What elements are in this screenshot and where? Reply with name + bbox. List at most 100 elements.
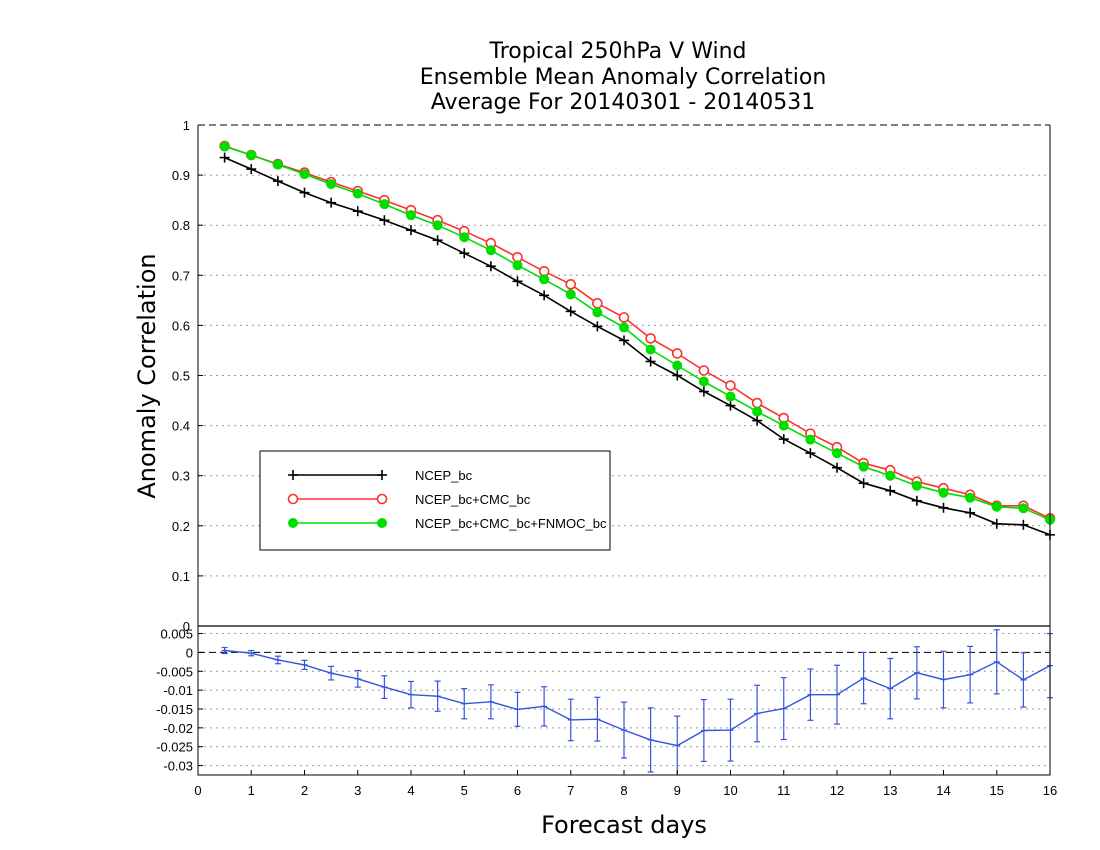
marker-filled-circle (619, 322, 629, 333)
marker-open-circle (645, 333, 656, 344)
marker-filled-circle (832, 448, 842, 459)
x-tick-label: 15 (990, 783, 1004, 798)
lower-y-tick-label: -0.02 (163, 721, 193, 736)
marker-filled-circle (406, 210, 416, 221)
title-line-3: Average For 20140301 - 20140531 (431, 90, 816, 115)
legend-box (259, 450, 611, 551)
marker-open-circle (751, 397, 763, 409)
marker-filled-circle (778, 420, 789, 431)
upper-y-tick-label: 0.8 (172, 218, 190, 233)
upper-y-tick-label: 0.1 (172, 569, 190, 584)
marker-filled-circle (485, 245, 496, 256)
x-tick-label: 9 (674, 783, 681, 798)
x-tick-label: 13 (883, 783, 897, 798)
marker-filled-circle (377, 518, 387, 528)
x-tick-label: 12 (830, 783, 844, 798)
marker-filled-circle (672, 360, 683, 371)
lower-y-tick-label: 0.005 (160, 627, 193, 642)
marker-filled-circle (645, 344, 656, 355)
x-tick-label: 7 (567, 783, 574, 798)
marker-filled-circle (592, 307, 603, 318)
x-tick-label: 16 (1043, 783, 1057, 798)
lower-y-tick-label: -0.025 (156, 740, 193, 755)
upper-panel: 0 0.1 0.2 0.3 0.4 0.5 0.6 0.7 0.8 0.9 1 (172, 118, 1056, 634)
marker-filled-circle (938, 487, 949, 498)
marker-open-circle (725, 380, 736, 391)
marker-filled-circle (911, 480, 922, 491)
upper-y-tick-label: 0.2 (172, 519, 190, 534)
marker-open-circle (376, 493, 388, 505)
marker-filled-circle (432, 220, 443, 231)
legend-entry-1: NCEP_bc+CMC_bc (287, 492, 531, 507)
lower-y-tick-label: 0 (186, 645, 193, 660)
marker-filled-circle (858, 461, 869, 472)
x-axis-label: Forecast days (541, 811, 707, 839)
x-tick-label: 8 (620, 783, 627, 798)
marker-filled-circle (885, 470, 896, 481)
marker-filled-circle (752, 406, 763, 417)
legend-label: NCEP_bc+CMC_bc+FNMOC_bc (415, 516, 607, 531)
upper-y-tick-label: 0.3 (172, 469, 190, 484)
upper-y-tick-label: 0.6 (172, 318, 190, 333)
x-tick-label: 3 (354, 783, 361, 798)
x-tick-label: 11 (777, 783, 791, 798)
legend-label: NCEP_bc (415, 468, 473, 483)
series-2 (219, 141, 1055, 525)
lower-panel: 0.0050-0.005-0.01-0.015-0.02-0.025-0.030… (156, 625, 1057, 798)
marker-filled-circle (459, 232, 470, 243)
marker-open-circle (592, 298, 603, 309)
marker-filled-circle (698, 376, 709, 387)
legend-entry-2: NCEP_bc+CMC_bc+FNMOC_bc (288, 516, 607, 531)
upper-y-tick-label: 0.7 (172, 268, 190, 283)
x-tick-label: 1 (248, 783, 255, 798)
marker-filled-circle (326, 179, 337, 190)
lower-y-tick-label: -0.03 (163, 759, 193, 774)
marker-filled-circle (565, 289, 576, 300)
legend-entry-0: NCEP_bc (288, 468, 473, 483)
upper-y-tick-label: 0 (183, 619, 190, 634)
marker-filled-circle (272, 159, 283, 170)
marker-open-circle (618, 312, 630, 323)
marker-filled-circle (246, 150, 257, 161)
marker-open-circle (287, 493, 299, 505)
marker-open-circle (565, 279, 577, 290)
x-tick-label: 14 (936, 783, 950, 798)
lower-frame (197, 625, 1051, 776)
lower-y-tick-label: -0.01 (163, 683, 193, 698)
x-tick-label: 6 (514, 783, 521, 798)
x-tick-label: 5 (461, 783, 468, 798)
marker-filled-circle (805, 434, 816, 445)
marker-open-circle (671, 348, 683, 359)
marker-filled-circle (725, 391, 736, 402)
title-line-2: Ensemble Mean Anomaly Correlation (420, 65, 827, 90)
marker-filled-circle (512, 260, 523, 271)
upper-y-tick-label: 1 (183, 118, 190, 133)
marker-filled-circle (299, 169, 310, 180)
marker-filled-circle (288, 518, 298, 528)
marker-filled-circle (965, 492, 976, 503)
x-tick-label: 10 (723, 783, 737, 798)
legend: NCEP_bc NCEP_bc+CMC_bc NCEP_bc+CMC_bc+FNMO… (259, 450, 611, 551)
marker-filled-circle (219, 141, 230, 152)
marker-filled-circle (379, 199, 390, 210)
x-tick-label: 4 (407, 783, 414, 798)
marker-open-circle (698, 365, 710, 376)
marker-filled-circle (352, 188, 363, 199)
lower-y-tick-label: -0.015 (156, 702, 193, 717)
upper-y-tick-label: 0.5 (172, 369, 190, 384)
marker-filled-circle (991, 501, 1002, 512)
series-0 (219, 152, 1055, 540)
series-line (224, 156, 1051, 536)
difference-line (224, 649, 1051, 747)
upper-y-tick-label: 0.4 (172, 419, 190, 434)
lower-y-tick-label: -0.005 (156, 664, 193, 679)
chart-title: Tropical 250hPa V Wind Ensemble Mean Ano… (420, 39, 827, 115)
marker-filled-circle (1018, 503, 1029, 514)
title-line-1: Tropical 250hPa V Wind (488, 39, 746, 64)
x-tick-label: 2 (301, 783, 308, 798)
y-axis-label: Anomaly Correlation (133, 253, 161, 498)
upper-y-tick-label: 0.9 (172, 168, 190, 183)
marker-filled-circle (539, 274, 550, 285)
